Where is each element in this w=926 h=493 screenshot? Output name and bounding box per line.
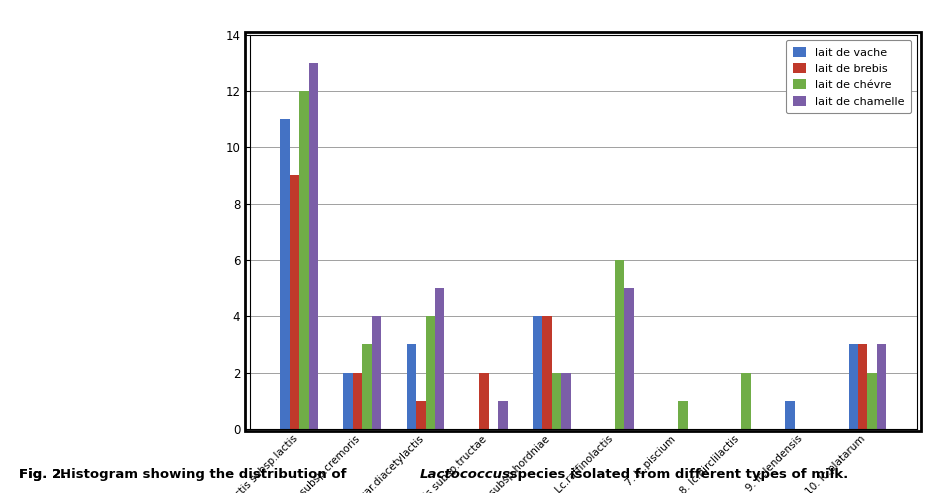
- Bar: [543, 316, 552, 429]
- Bar: [868, 373, 877, 429]
- Bar: [290, 176, 299, 429]
- Bar: [624, 288, 634, 429]
- Text: Fig. 2.: Fig. 2.: [19, 468, 70, 481]
- Bar: [498, 401, 507, 429]
- Text: Fig. 2.: Fig. 2.: [19, 468, 70, 481]
- Bar: [615, 260, 624, 429]
- Bar: [407, 345, 416, 429]
- Bar: [299, 91, 308, 429]
- Text: Lactococcus: Lactococcus: [419, 468, 510, 481]
- Text: Histogram showing the distribution of: Histogram showing the distribution of: [60, 468, 351, 481]
- Bar: [416, 401, 426, 429]
- Bar: [372, 316, 382, 429]
- Bar: [741, 373, 751, 429]
- Bar: [435, 288, 444, 429]
- Bar: [480, 373, 489, 429]
- Bar: [281, 119, 290, 429]
- Bar: [532, 316, 543, 429]
- Bar: [308, 63, 319, 429]
- Bar: [858, 345, 868, 429]
- Bar: [877, 345, 886, 429]
- Text: species isolated from different types of milk.: species isolated from different types of…: [505, 468, 848, 481]
- Bar: [426, 316, 435, 429]
- Bar: [678, 401, 688, 429]
- Bar: [848, 345, 858, 429]
- Bar: [785, 401, 795, 429]
- Legend: lait de vache, lait de brebis, lait de chévre, lait de chamelle: lait de vache, lait de brebis, lait de c…: [786, 40, 911, 113]
- Bar: [344, 373, 353, 429]
- Bar: [362, 345, 372, 429]
- Bar: [552, 373, 561, 429]
- Bar: [561, 373, 570, 429]
- Bar: [353, 373, 362, 429]
